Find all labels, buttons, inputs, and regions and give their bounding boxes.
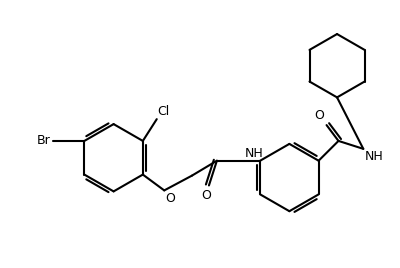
- Text: Cl: Cl: [158, 105, 170, 118]
- Text: Br: Br: [37, 135, 50, 147]
- Text: O: O: [201, 189, 211, 202]
- Text: NH: NH: [245, 147, 264, 160]
- Text: O: O: [165, 192, 175, 205]
- Text: O: O: [315, 109, 324, 122]
- Text: NH: NH: [364, 150, 383, 163]
